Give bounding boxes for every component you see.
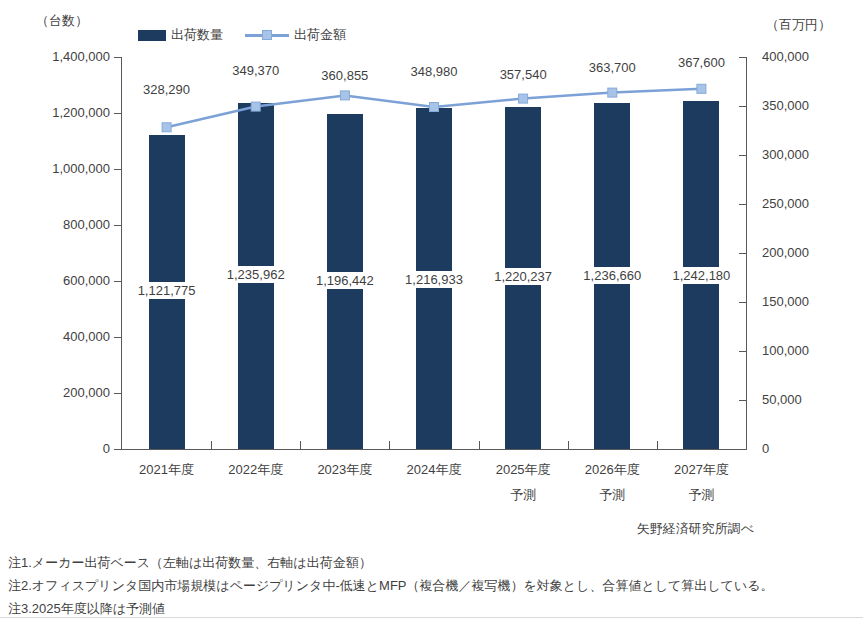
right-axis-tick-label: 300,000: [762, 147, 850, 163]
left-axis-tick: [114, 337, 121, 338]
right-axis-tick-label: 150,000: [762, 294, 850, 310]
left-axis-tick-label: 400,000: [22, 329, 110, 345]
line-series: [122, 57, 746, 449]
line-marker-2: [251, 102, 260, 111]
x-axis-label-3: 2023年度: [297, 461, 393, 479]
line-value-label-3: 360,855: [321, 67, 368, 84]
right-axis-tick-label: 100,000: [762, 343, 850, 359]
x-axis-label-1: 2021年度: [119, 461, 215, 479]
right-axis-tick-label: 200,000: [762, 245, 850, 261]
footnotes: 注1.メーカー出荷ベース（左軸は出荷数量、右軸は出荷金額） 注2.オフィスプリン…: [8, 551, 774, 620]
left-axis-tick-label: 800,000: [22, 217, 110, 233]
right-axis-tick-label: 400,000: [762, 49, 850, 65]
line-marker-4: [430, 103, 439, 112]
line-marker-7: [697, 84, 706, 93]
x-axis-sublabel-7: 予測: [653, 486, 749, 504]
left-axis-tick: [114, 225, 121, 226]
left-axis-tick: [114, 393, 121, 394]
left-axis-tick: [114, 57, 121, 58]
x-axis-sublabel-5: 予測: [475, 486, 571, 504]
source-credit: 矢野経済研究所調べ: [0, 520, 754, 538]
right-axis-tick-label: 0: [762, 441, 850, 457]
right-axis-tick-label: 250,000: [762, 196, 850, 212]
chart-canvas: （台数） （百万円） 出荷数量 出荷金額 0200,000400,000600,…: [0, 0, 863, 620]
line-marker-1: [162, 123, 171, 132]
right-axis-tick-label: 50,000: [762, 392, 850, 408]
x-axis-sublabel-6: 予測: [564, 486, 660, 504]
line-value-label-4: 348,980: [411, 63, 458, 80]
x-axis-label-4: 2024年度: [386, 461, 482, 479]
line-marker-5: [519, 94, 528, 103]
left-axis-tick-label: 600,000: [22, 273, 110, 289]
line-value-label-6: 363,700: [589, 59, 636, 76]
left-axis-tick: [114, 169, 121, 170]
line-marker-6: [608, 88, 617, 97]
left-axis-tick-label: 200,000: [22, 385, 110, 401]
line-marker-3: [340, 91, 349, 100]
left-axis-tick: [114, 113, 121, 114]
x-axis-label-5: 2025年度: [475, 461, 571, 479]
line-value-label-2: 349,370: [232, 62, 279, 79]
left-axis-tick: [114, 281, 121, 282]
bottom-divider: [0, 617, 863, 618]
right-axis-tick-label: 350,000: [762, 98, 850, 114]
x-axis-label-2: 2022年度: [208, 461, 304, 479]
footnote-1: 注1.メーカー出荷ベース（左軸は出荷数量、右軸は出荷金額）: [8, 551, 774, 574]
left-axis-tick: [114, 449, 121, 450]
x-axis-line: [121, 449, 747, 450]
line-value-label-7: 367,600: [678, 54, 725, 71]
left-axis-tick-label: 1,000,000: [22, 161, 110, 177]
line-value-label-5: 357,540: [500, 66, 547, 83]
x-axis-label-7: 2027年度: [653, 461, 749, 479]
footnote-2: 注2.オフィスプリンタ国内市場規模はページプリンタ中-低速とMFP（複合機／複写…: [8, 574, 774, 597]
line-value-label-1: 328,290: [143, 81, 190, 98]
left-axis-tick-label: 1,400,000: [22, 49, 110, 65]
right-axis-line: [746, 57, 747, 449]
x-axis-label-6: 2026年度: [564, 461, 660, 479]
right-axis-tick: [739, 449, 746, 450]
left-axis-tick-label: 0: [22, 441, 110, 457]
left-axis-tick-label: 1,200,000: [22, 105, 110, 121]
